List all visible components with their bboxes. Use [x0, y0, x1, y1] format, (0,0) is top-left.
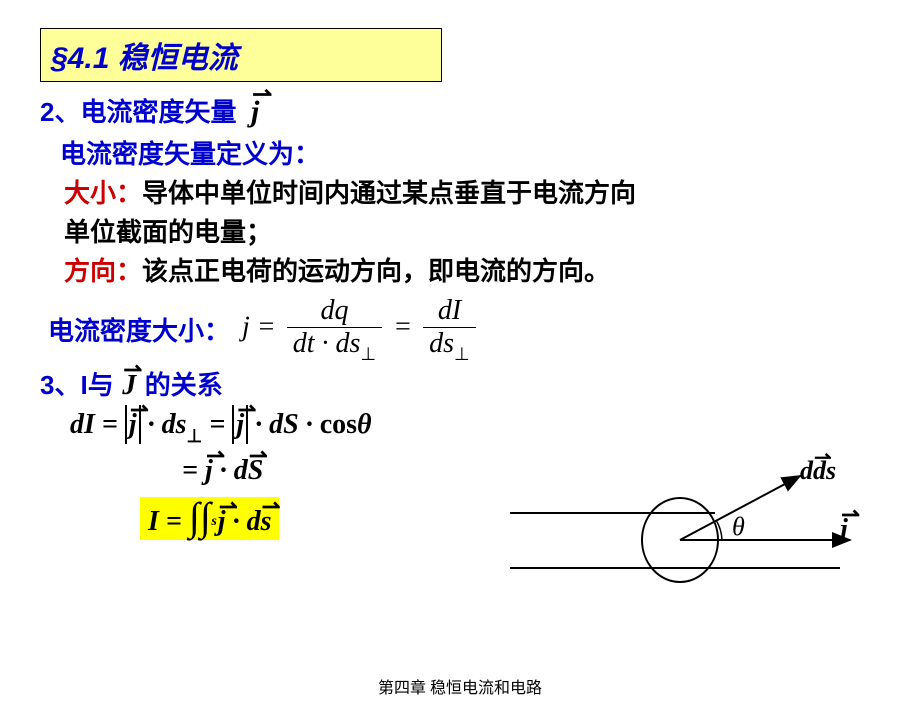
- eq2-cos: cos: [320, 409, 357, 440]
- page-footer: 第四章 稳恒电流和电路: [0, 674, 920, 698]
- eq4-I: I =: [148, 506, 182, 537]
- eq2-dsperp: · ds: [148, 409, 187, 440]
- double-integral-icon: ∫∫s: [189, 499, 211, 535]
- eq2-perp: ⊥: [187, 426, 203, 446]
- eq3-eq: =: [182, 455, 205, 486]
- subsection-2-heading: 2、电流密度矢量 j: [40, 92, 880, 133]
- eq1-den1: dt · ds⊥: [287, 328, 383, 364]
- eq4-j: j: [218, 506, 226, 538]
- subsection-3-heading: 3、I与 J 的关系: [40, 367, 880, 405]
- magnitude-text-1: 导体中单位时间内通过某点垂直于电流方向: [142, 178, 636, 208]
- direction-text: 该点正电荷的运动方向，即电流的方向。: [142, 256, 610, 286]
- vector-j-symbol: j: [251, 95, 259, 128]
- magnitude-formula-label: 电流密度大小：: [48, 311, 230, 348]
- eq1-lhs: j =: [242, 312, 276, 343]
- eq4-s: s: [261, 506, 272, 538]
- eq2-dI: dI =: [70, 409, 118, 440]
- magnitude-line-1: 大小：导体中单位时间内通过某点垂直于电流方向: [64, 176, 880, 211]
- eq2-dS: · dS ·: [255, 409, 320, 440]
- diagram-ds-label: dds: [800, 456, 836, 486]
- eq2-abs-j-2: j: [232, 409, 248, 440]
- eq2-eq-sign: =: [209, 409, 232, 440]
- h3-text-2: 的关系: [145, 370, 223, 400]
- definition-label: 电流密度矢量定义为：: [60, 137, 880, 172]
- eq1-den2: ds⊥: [423, 328, 476, 364]
- formula-j-equals: j = dq dt · ds⊥ = dI ds⊥: [242, 295, 480, 364]
- eq2: dI = j · ds⊥ = j · dS · cosθ: [70, 409, 880, 445]
- h2-number: 2、: [40, 97, 80, 127]
- direction-label: 方向：: [64, 256, 142, 286]
- magnitude-line-2: 单位截面的电量；: [64, 215, 880, 250]
- section-title: §4.1 稳恒电流: [40, 28, 442, 82]
- magnitude-formula-row: 电流密度大小： j = dq dt · ds⊥ = dI ds⊥: [40, 295, 880, 364]
- eq2-abs-j-1: j: [125, 409, 141, 440]
- direction-line: 方向：该点正电荷的运动方向，即电流的方向。: [64, 254, 880, 289]
- h2-text: 电流密度矢量: [80, 97, 236, 127]
- vector-diagram: dds θ j: [500, 458, 870, 608]
- diagram-j-label: j: [840, 514, 848, 546]
- diagram-theta-label: θ: [732, 512, 745, 542]
- eq2-theta: θ: [357, 409, 372, 440]
- h3-number: 3、: [40, 370, 80, 400]
- eq4-highlighted: I = ∫∫s j · ds: [140, 497, 279, 540]
- def-label-text: 电流密度矢量定义为：: [60, 139, 320, 169]
- eq1-frac1: dq dt · ds⊥: [287, 295, 383, 364]
- eq1-num2: dI: [423, 295, 476, 328]
- eq3-S: S: [248, 455, 264, 487]
- h3-text-1: I与: [80, 370, 113, 400]
- eq1-frac2: dI ds⊥: [423, 295, 476, 364]
- eq3-j: j: [205, 455, 213, 487]
- magnitude-label: 大小：: [64, 178, 142, 208]
- eq1-num1: dq: [287, 295, 383, 328]
- eq1-mid: =: [393, 312, 412, 343]
